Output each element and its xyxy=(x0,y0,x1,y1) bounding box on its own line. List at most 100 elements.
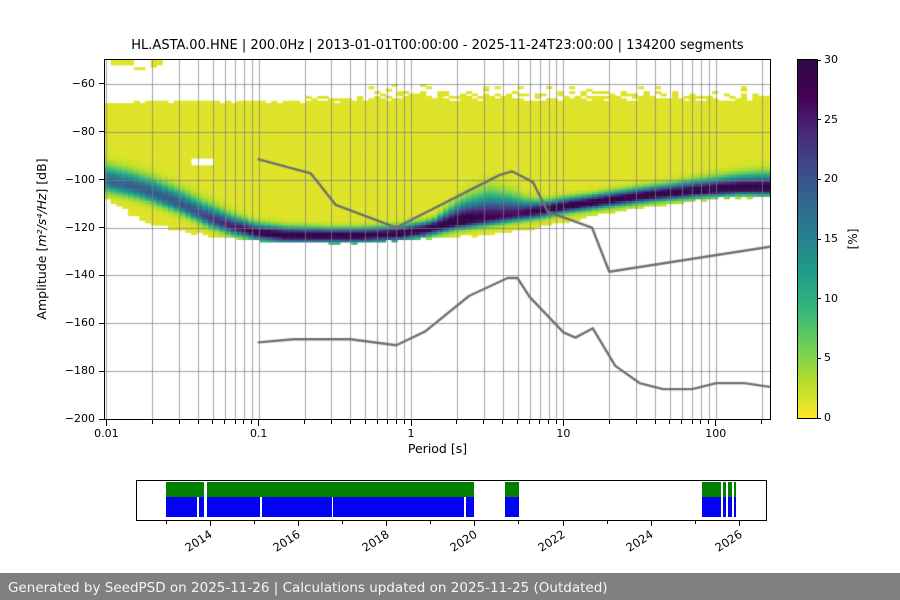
timeline-tick xyxy=(562,521,564,526)
x-minor-tick xyxy=(224,420,226,424)
timeline-segment-blue xyxy=(702,496,721,518)
timeline-segment-blue xyxy=(727,496,733,518)
timeline-year-label: 2022 xyxy=(535,527,568,555)
colorbar xyxy=(797,59,818,419)
y-tick xyxy=(99,274,105,276)
x-tick-label: 100 xyxy=(705,427,727,440)
timeline-year-label: 2018 xyxy=(359,527,392,555)
footer-bar: Generated by SeedPSD on 2025-11-26 | Cal… xyxy=(0,573,900,600)
footer-text: Generated by SeedPSD on 2025-11-26 | Cal… xyxy=(8,580,608,596)
timeline-minor-tick xyxy=(430,521,432,524)
timeline-segment-blue xyxy=(166,496,198,518)
y-tick-label: −120 xyxy=(64,220,95,234)
timeline-segment-blue xyxy=(333,496,465,518)
colorbar-tick-label: 5 xyxy=(824,351,831,365)
x-minor-tick xyxy=(700,420,702,424)
timeline-year-label: 2024 xyxy=(623,527,656,555)
timeline-segment-green xyxy=(727,482,733,497)
colorbar-label: [%] xyxy=(846,228,860,250)
timeline-tick xyxy=(297,521,299,526)
x-minor-tick xyxy=(403,420,405,424)
timeline-coverage xyxy=(137,481,766,520)
plot-frame xyxy=(104,59,771,420)
colorbar-tick-label: 15 xyxy=(824,232,838,245)
colorbar-tick xyxy=(817,238,821,240)
y-axis-label-prefix: Amplitude [ xyxy=(34,246,49,320)
y-tick-label: −180 xyxy=(64,364,95,378)
x-minor-tick xyxy=(483,420,485,424)
colorbar-tick-label: 10 xyxy=(824,291,838,305)
y-axis-label-suffix: ] [dB] xyxy=(34,158,49,194)
colorbar-gradient xyxy=(798,60,817,418)
timeline-segment-green xyxy=(166,482,205,497)
x-minor-tick xyxy=(376,420,378,424)
x-tick-label: 10 xyxy=(556,427,571,440)
y-axis-label: Amplitude [m²/s⁴/Hz] [dB] xyxy=(34,84,50,394)
x-tick-label: 0.1 xyxy=(249,427,268,440)
x-minor-tick xyxy=(197,420,199,424)
timeline-segment-blue xyxy=(722,496,727,518)
x-minor-tick xyxy=(151,420,153,424)
y-tick-label: −100 xyxy=(64,172,95,186)
colorbar-tick-label: 0 xyxy=(824,411,831,424)
timeline-tick xyxy=(650,521,652,526)
timeline-minor-tick xyxy=(518,521,520,524)
x-tick xyxy=(410,420,412,426)
timeline-minor-tick xyxy=(694,521,696,524)
x-minor-tick xyxy=(517,420,519,424)
x-tick-label: 1 xyxy=(407,427,415,440)
y-tick-label: −140 xyxy=(64,268,95,282)
timeline-segment-green xyxy=(722,482,727,497)
x-minor-tick xyxy=(212,420,214,424)
y-tick xyxy=(99,179,105,181)
psd-heatmap-canvas xyxy=(105,60,770,419)
x-tick-label: 0.01 xyxy=(94,427,119,440)
colorbar-tick-label: 20 xyxy=(824,172,838,186)
timeline-minor-tick xyxy=(165,521,167,524)
x-minor-tick xyxy=(529,420,531,424)
timeline-minor-tick xyxy=(342,521,344,524)
x-minor-tick xyxy=(251,420,253,424)
timeline-segment-green xyxy=(702,482,721,497)
y-tick xyxy=(99,322,105,324)
colorbar-tick xyxy=(817,357,821,359)
colorbar-tick xyxy=(817,59,821,61)
plot-title: HL.ASTA.00.HNE | 200.0Hz | 2013-01-01T00… xyxy=(131,38,744,53)
y-tick xyxy=(99,418,105,420)
timeline-year-label: 2016 xyxy=(270,527,304,555)
x-minor-tick xyxy=(395,420,397,424)
x-minor-tick xyxy=(555,420,557,424)
timeline-segment-blue xyxy=(466,496,474,518)
x-minor-tick xyxy=(635,420,637,424)
timeline-tick xyxy=(474,521,476,526)
x-axis-label: Period [s] xyxy=(407,441,468,456)
y-tick xyxy=(99,370,105,372)
x-minor-tick xyxy=(330,420,332,424)
colorbar-tick-label: 30 xyxy=(824,53,838,66)
colorbar-tick xyxy=(817,178,821,180)
colorbar-tick xyxy=(817,119,821,121)
x-minor-tick xyxy=(539,420,541,424)
timeline-tick xyxy=(739,521,741,526)
timeline-year-label: 2020 xyxy=(447,527,480,555)
x-minor-tick xyxy=(243,420,245,424)
x-minor-tick xyxy=(548,420,550,424)
timeline-segment-green xyxy=(734,482,737,497)
x-minor-tick xyxy=(304,420,306,424)
timeline-segment-blue xyxy=(199,496,205,518)
y-tick xyxy=(99,227,105,229)
x-minor-tick xyxy=(349,420,351,424)
x-minor-tick xyxy=(691,420,693,424)
x-minor-tick xyxy=(386,420,388,424)
x-minor-tick xyxy=(608,420,610,424)
x-minor-tick xyxy=(456,420,458,424)
x-minor-tick xyxy=(708,420,710,424)
colorbar-tick xyxy=(817,298,821,300)
x-minor-tick xyxy=(178,420,180,424)
x-minor-tick xyxy=(681,420,683,424)
y-tick xyxy=(99,83,105,85)
y-tick-label: −200 xyxy=(64,412,95,425)
timeline-segment-green xyxy=(504,482,519,497)
x-minor-tick xyxy=(234,420,236,424)
timeline-minor-tick xyxy=(253,521,255,524)
